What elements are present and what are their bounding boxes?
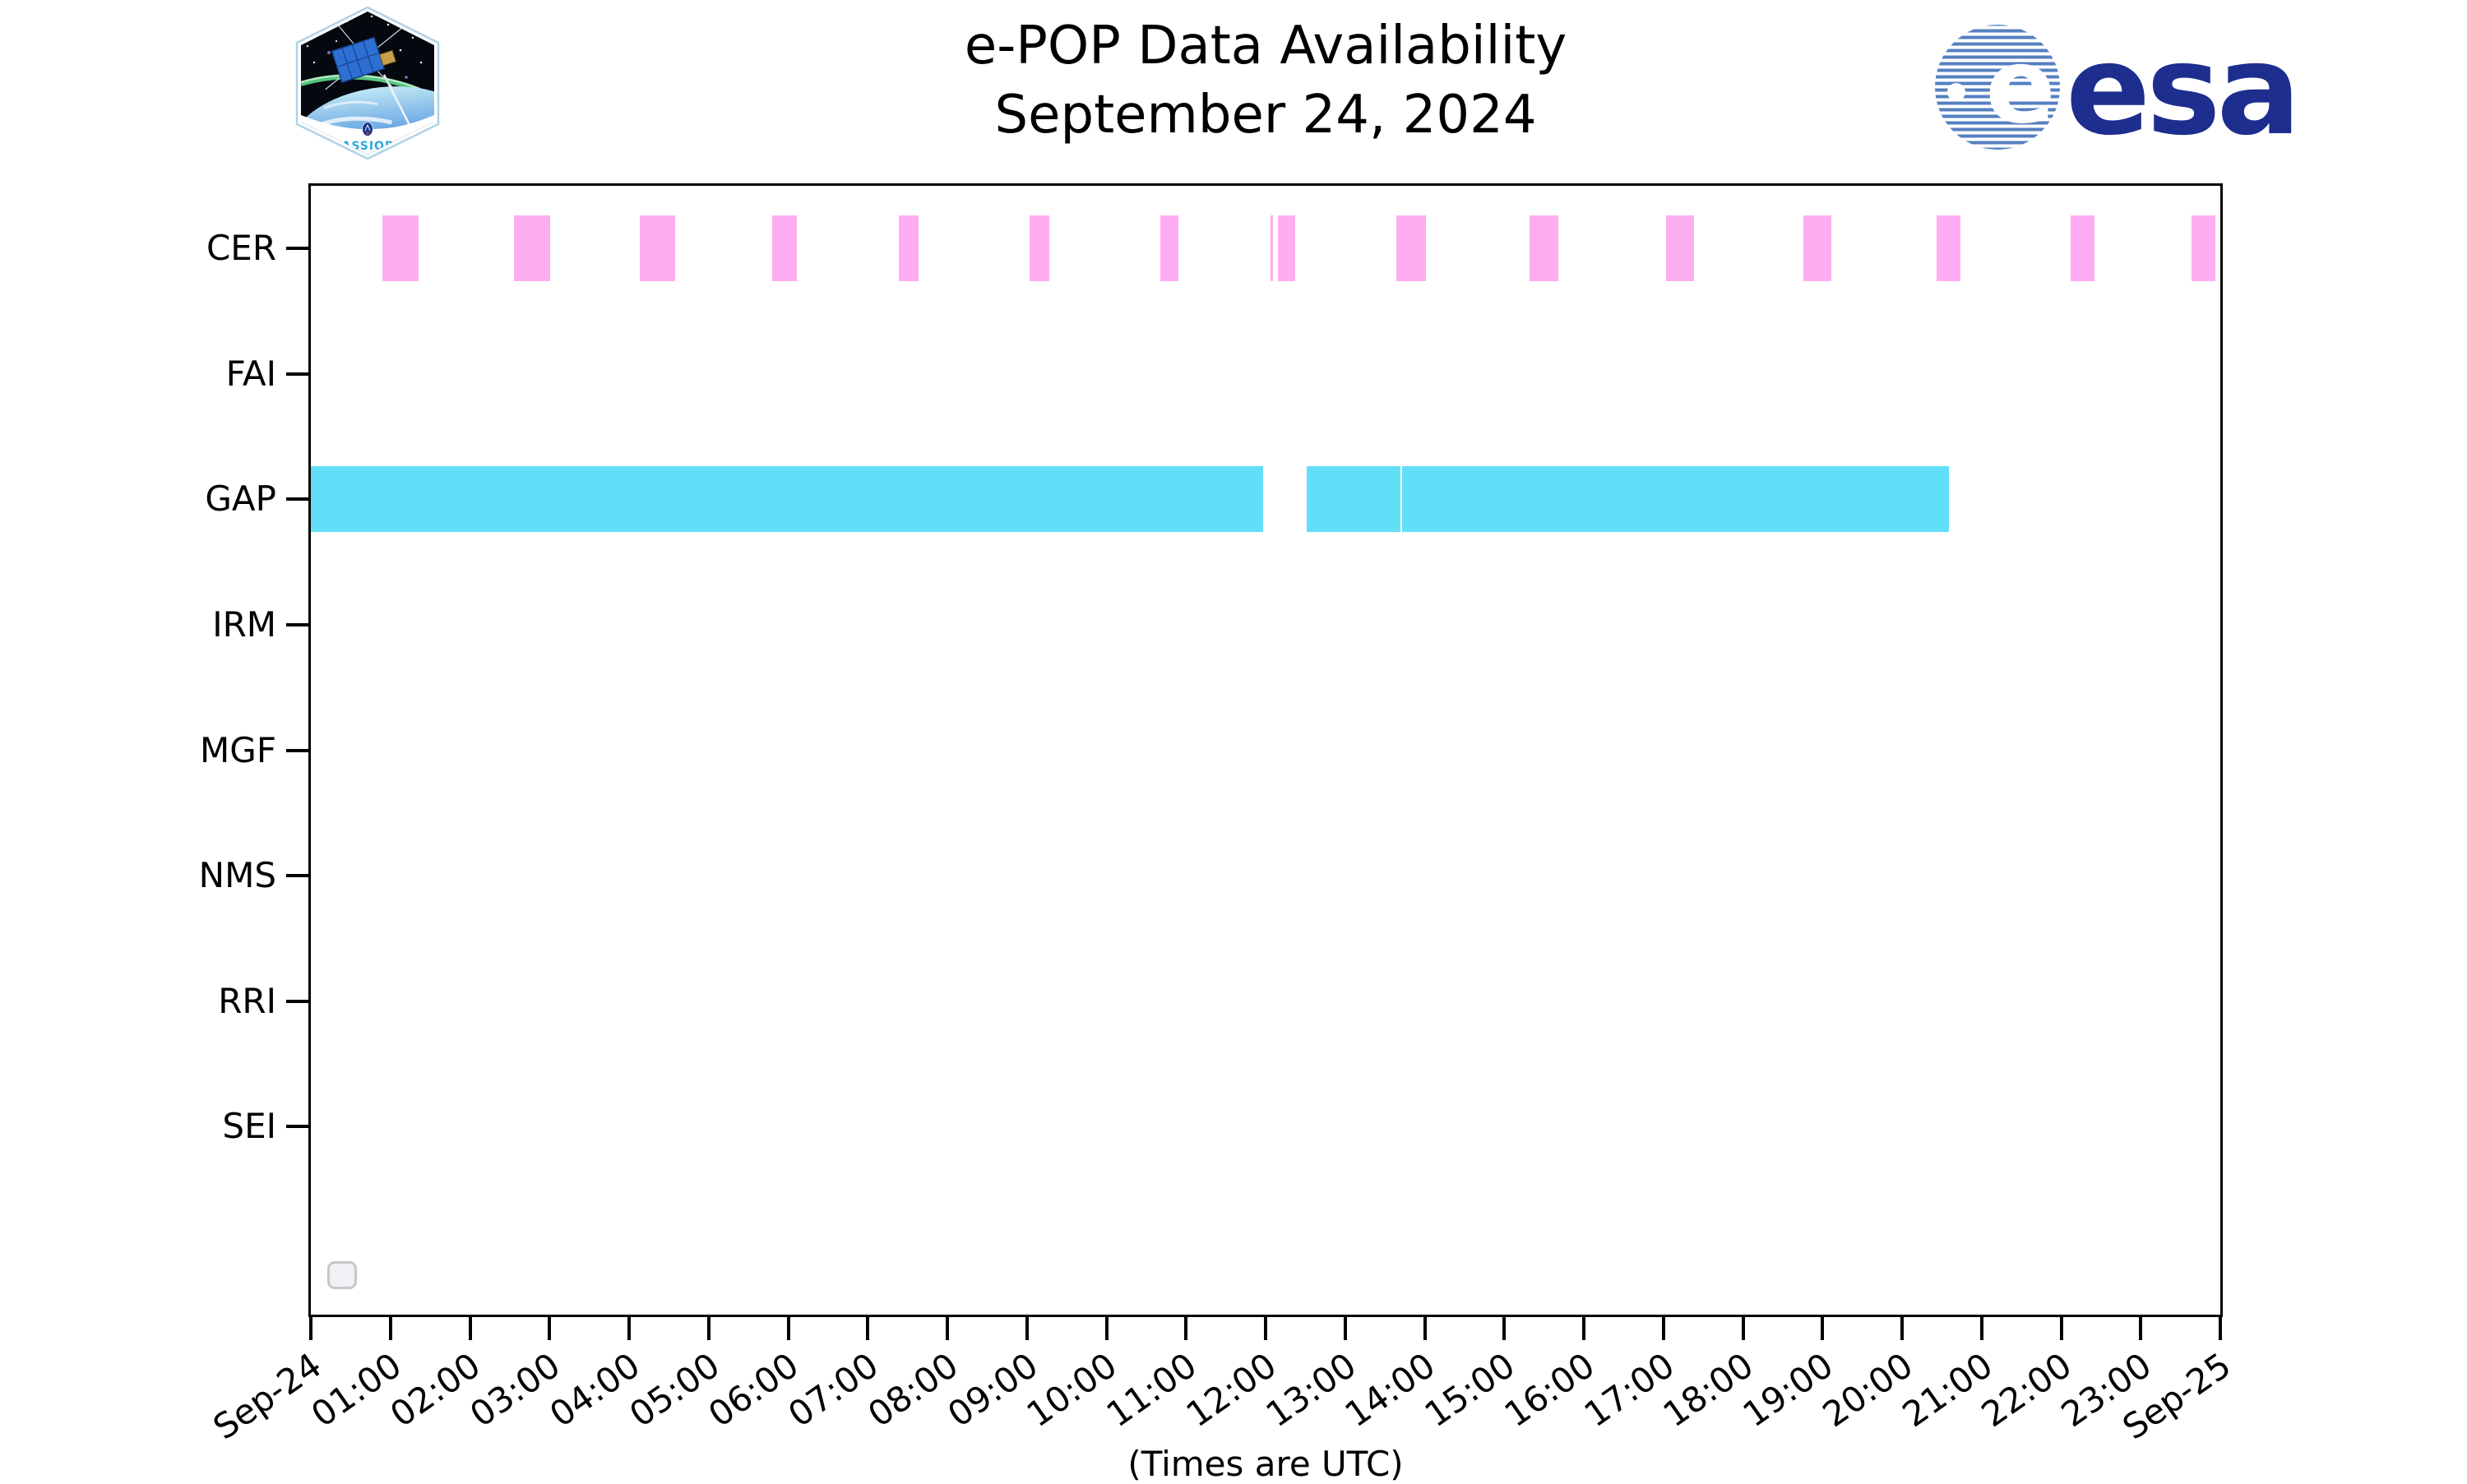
x-tick bbox=[1741, 1317, 1745, 1340]
y-tick bbox=[286, 1125, 308, 1129]
row-label-sei: SEI bbox=[222, 1106, 276, 1147]
esa-wordmark: esa bbox=[2066, 17, 2301, 163]
y-tick bbox=[286, 497, 308, 502]
x-tick bbox=[309, 1317, 312, 1340]
row-label-irm: IRM bbox=[212, 603, 276, 645]
x-tick bbox=[1423, 1317, 1427, 1340]
cassiope-mission-patch: CASSIOPE bbox=[295, 6, 440, 160]
plot-area: CER FAI GAP IRM MGF NMS RRI SEI Sep-24 01:00 02:00… bbox=[199, 183, 2238, 1448]
availability-bar-cer bbox=[513, 215, 551, 282]
row-label-mgf: MGF bbox=[200, 729, 276, 770]
patch-stars bbox=[306, 15, 423, 79]
row-label-rri: RRI bbox=[218, 980, 276, 1021]
availability-bar-cer bbox=[898, 215, 919, 282]
row-label-cer: CER bbox=[206, 228, 276, 269]
x-tick bbox=[786, 1317, 790, 1340]
availability-bar-cer bbox=[382, 215, 419, 282]
availability-bar-gap bbox=[311, 466, 1264, 533]
x-tick bbox=[1343, 1317, 1347, 1340]
availability-bar-gap bbox=[1307, 466, 1401, 533]
x-tick bbox=[1184, 1317, 1188, 1340]
x-tick bbox=[1979, 1317, 1983, 1340]
y-tick bbox=[286, 999, 308, 1003]
y-tick bbox=[286, 622, 308, 626]
y-tick bbox=[286, 874, 308, 878]
x-tick bbox=[2059, 1317, 2063, 1340]
esa-sphere-icon: e bbox=[1935, 25, 2060, 150]
availability-bar-cer bbox=[772, 215, 798, 282]
csa-logo bbox=[362, 122, 373, 136]
x-tick bbox=[1821, 1317, 1825, 1340]
esa-logo: e esa bbox=[1932, 8, 2392, 164]
availability-bar-cer bbox=[2192, 215, 2216, 282]
availability-bar-cer bbox=[1665, 215, 1695, 282]
x-tick bbox=[627, 1317, 631, 1340]
x-tick bbox=[468, 1317, 472, 1340]
figure-title: e-POP Data Availability September 24, 20… bbox=[308, 12, 2223, 150]
patch-satellite bbox=[325, 23, 405, 93]
x-tick bbox=[388, 1317, 392, 1340]
x-axis-label: (Times are UTC) bbox=[1127, 1444, 1404, 1484]
x-tick bbox=[1264, 1317, 1267, 1340]
x-tick bbox=[1900, 1317, 1904, 1340]
x-tick bbox=[946, 1317, 949, 1340]
esa-sphere-dot bbox=[1947, 83, 1965, 101]
y-tick bbox=[286, 748, 308, 752]
availability-bar-cer bbox=[1936, 215, 1960, 282]
availability-bar-cer bbox=[639, 215, 676, 282]
page-title: e-POP Data Availability bbox=[964, 16, 1567, 76]
availability-bar-cer bbox=[1029, 215, 1049, 282]
x-tick bbox=[1582, 1317, 1585, 1340]
x-tick bbox=[706, 1317, 710, 1340]
x-tick bbox=[2219, 1317, 2222, 1340]
availability-bar-cer bbox=[2071, 215, 2095, 282]
page-subtitle: September 24, 2024 bbox=[994, 85, 1537, 146]
x-tick bbox=[548, 1317, 552, 1340]
esa-e-cutout: e bbox=[1985, 25, 2055, 146]
availability-bar-cer bbox=[1803, 215, 1831, 282]
row-label-nms: NMS bbox=[198, 855, 276, 896]
availability-bar-gap bbox=[1402, 466, 1950, 533]
x-tick bbox=[866, 1317, 870, 1340]
y-tick bbox=[286, 247, 308, 251]
row-label-gap: GAP bbox=[205, 478, 276, 520]
x-tick bbox=[2139, 1317, 2143, 1340]
availability-bar-cer bbox=[1160, 215, 1178, 282]
x-tick bbox=[1025, 1317, 1029, 1340]
availability-bar-cer bbox=[1395, 215, 1427, 282]
x-tick bbox=[1661, 1317, 1665, 1340]
availability-bar-cer bbox=[1530, 215, 1559, 282]
x-tick bbox=[1502, 1317, 1507, 1340]
availability-bar-cer bbox=[1270, 215, 1273, 282]
availability-bar-cer bbox=[1278, 215, 1295, 282]
y-tick bbox=[286, 372, 308, 376]
row-label-fai: FAI bbox=[225, 353, 276, 394]
checkbox-widget[interactable] bbox=[327, 1261, 357, 1289]
x-tick bbox=[1104, 1317, 1109, 1340]
